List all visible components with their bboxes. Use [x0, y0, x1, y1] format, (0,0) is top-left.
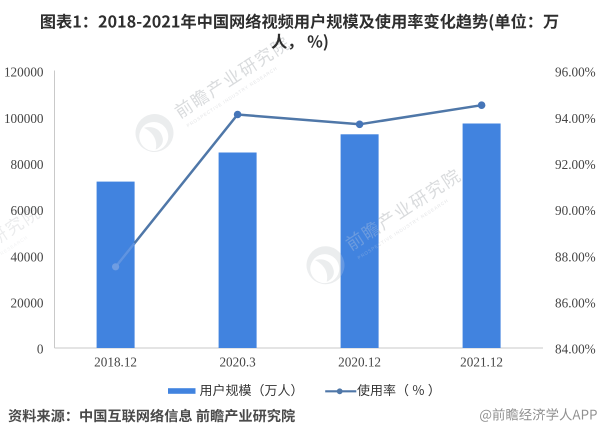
svg-text:86.00%: 86.00%	[555, 295, 596, 310]
svg-text:120000: 120000	[4, 65, 44, 80]
svg-text:40000: 40000	[11, 249, 44, 264]
svg-text:2020.3: 2020.3	[219, 355, 256, 370]
svg-text:84.00%: 84.00%	[555, 342, 596, 357]
svg-text:96.00%: 96.00%	[555, 65, 596, 80]
svg-text:90.00%: 90.00%	[555, 203, 596, 218]
svg-text:94.00%: 94.00%	[555, 111, 596, 126]
svg-text:2018.12: 2018.12	[94, 355, 137, 370]
svg-text:92.00%: 92.00%	[555, 157, 596, 172]
svg-text:20000: 20000	[11, 295, 44, 310]
svg-text:88.00%: 88.00%	[555, 249, 596, 264]
svg-text:80000: 80000	[11, 157, 44, 172]
svg-text:100000: 100000	[4, 111, 44, 126]
svg-text:60000: 60000	[11, 203, 44, 218]
svg-text:2020.12: 2020.12	[338, 355, 381, 370]
svg-text:0: 0	[37, 342, 44, 357]
svg-text:2021.12: 2021.12	[460, 355, 503, 370]
